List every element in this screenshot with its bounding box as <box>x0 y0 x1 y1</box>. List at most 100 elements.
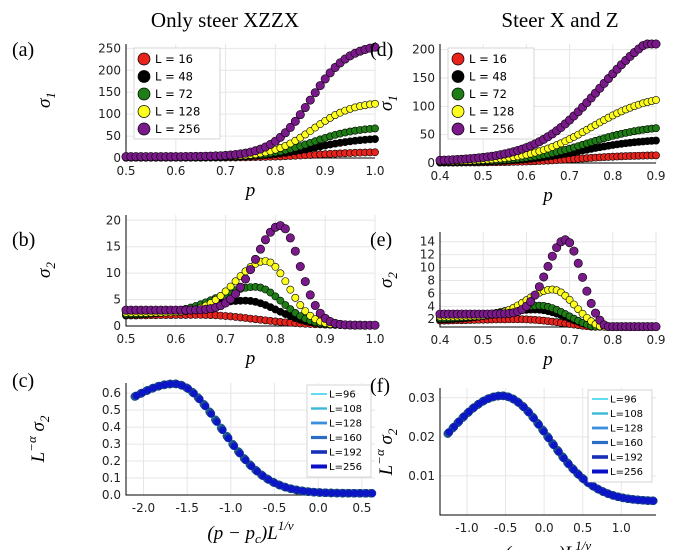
legend-entry: L=160 <box>610 438 643 449</box>
data-point-L256 <box>207 410 215 418</box>
legend-marker <box>451 87 465 101</box>
panel-label: (e) <box>370 229 392 251</box>
legend-entry: L=128 <box>610 424 643 435</box>
x-tick-label: 0.7 <box>216 164 235 178</box>
x-tick-label: 0.4 <box>430 169 449 183</box>
data-point-L256 <box>310 300 320 310</box>
data-point-L256 <box>299 487 307 495</box>
x-tick-label: 0.5 <box>474 169 493 183</box>
y-tick-label: 250 <box>98 41 121 55</box>
panel-label: (d) <box>370 39 393 61</box>
data-point-L256 <box>530 415 538 423</box>
data-point-L256 <box>179 382 186 390</box>
data-point-L256 <box>515 399 523 407</box>
data-point-L256 <box>363 489 371 497</box>
x-tick-label: 0.5 <box>116 164 135 178</box>
data-point-L128 <box>276 269 285 278</box>
data-point-L256 <box>540 428 548 436</box>
y-tick-label: 200 <box>98 63 121 77</box>
y-tick-label: 12 <box>420 248 435 262</box>
legend-entry: L = 128 <box>155 105 200 119</box>
data-point-L256 <box>565 460 573 468</box>
x-tick-label: 0.8 <box>266 164 285 178</box>
data-point-L256 <box>305 95 315 105</box>
data-point-L256 <box>460 412 468 420</box>
y-tick-label: 200 <box>412 43 435 57</box>
legend-entry: L=160 <box>329 433 362 444</box>
data-point-L256 <box>167 380 175 388</box>
x-tick-label: -1.0 <box>219 501 242 515</box>
y-axis-label: σ2 <box>34 262 58 278</box>
panel-label: (f) <box>370 375 390 397</box>
data-point-L128 <box>301 307 310 315</box>
data-point-L256 <box>241 274 251 284</box>
x-tick-label: 0.8 <box>603 333 622 347</box>
data-point-L256 <box>290 246 300 256</box>
data-point-L256 <box>231 289 241 299</box>
data-point-L256 <box>161 381 169 389</box>
y-tick-label: 0 <box>113 319 121 333</box>
data-point-L256 <box>560 454 568 462</box>
y-axis-label: σ2 <box>376 272 400 288</box>
data-point-L256 <box>591 308 601 318</box>
data-point-L256 <box>370 42 380 52</box>
data-point-L256 <box>445 428 453 436</box>
legend-entry: L=108 <box>329 404 362 415</box>
y-axis-label: σ1 <box>34 92 58 108</box>
data-point-L48 <box>652 136 660 145</box>
data-point-L128 <box>221 287 230 296</box>
data-point-L256 <box>156 382 163 390</box>
data-point-L256 <box>526 297 536 307</box>
legend-box <box>306 384 372 478</box>
data-point-L256 <box>285 122 295 132</box>
x-axis-label: p <box>244 180 256 201</box>
legend-entry: L = 256 <box>469 122 514 136</box>
data-point-L256 <box>650 497 658 505</box>
data-point-L256 <box>465 408 473 415</box>
data-point-L256 <box>510 396 518 403</box>
data-point-L128 <box>371 99 379 108</box>
data-point-L256 <box>555 448 563 456</box>
legend-marker <box>451 52 465 66</box>
data-point-L256 <box>370 320 380 330</box>
data-point-L256 <box>578 272 588 282</box>
legend-entry: L = 72 <box>155 87 193 101</box>
data-point-L256 <box>285 233 295 243</box>
data-point-L128 <box>216 292 225 300</box>
data-point-L256 <box>300 277 310 287</box>
data-point-L256 <box>470 403 478 411</box>
data-point-L128 <box>231 277 240 286</box>
data-point-L256 <box>651 322 661 332</box>
data-point-L256 <box>276 481 284 489</box>
data-point-L256 <box>190 390 198 398</box>
x-tick-label: 0.7 <box>216 332 235 346</box>
legend-entry: L=192 <box>610 453 643 464</box>
y-axis-label: σ1 <box>376 95 400 111</box>
panel-label: (a) <box>12 39 34 61</box>
data-point-L16 <box>371 148 379 157</box>
x-tick-label: 0.8 <box>603 169 622 183</box>
x-tick-label: 1.0 <box>365 332 384 346</box>
y-tick-label: 10 <box>420 261 435 275</box>
data-point-L256 <box>547 251 557 261</box>
data-point-L256 <box>265 476 273 484</box>
data-point-L256 <box>242 456 250 464</box>
x-tick-label: 0.5 <box>116 332 135 346</box>
data-point-L256 <box>225 435 232 442</box>
x-axis-label: p <box>541 185 553 206</box>
data-point-L128 <box>296 301 305 309</box>
data-point-L256 <box>213 418 221 426</box>
data-point-L256 <box>317 489 325 497</box>
x-tick-label: 0.9 <box>316 164 335 178</box>
data-point-L256 <box>295 261 305 271</box>
x-tick-label: 0.5 <box>474 333 493 347</box>
y-tick-label: 0.3 <box>102 437 121 451</box>
panel-d: 0.4 0.5 0.6 0.7 0.8 0.9 0 50 100 150 200 (d) p σ1 L = … <box>370 39 666 206</box>
legend-entry: L = 256 <box>155 122 200 136</box>
legend-entry: L = 48 <box>155 70 193 84</box>
legend-entry: L=108 <box>610 409 643 420</box>
data-point-L128 <box>286 285 295 294</box>
legend-entry: L=192 <box>329 448 362 459</box>
data-point-L256 <box>580 475 588 483</box>
